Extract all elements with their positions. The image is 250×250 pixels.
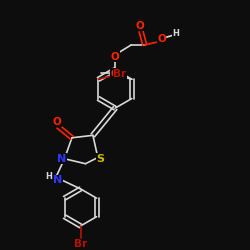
Text: N: N — [58, 154, 67, 164]
Text: O: O — [111, 52, 120, 62]
Text: H: H — [172, 29, 179, 38]
Text: Br: Br — [74, 240, 87, 250]
Text: O: O — [157, 34, 166, 44]
Text: S: S — [96, 154, 104, 164]
Text: O: O — [53, 117, 62, 127]
Text: O: O — [136, 21, 144, 31]
Text: O: O — [111, 68, 120, 78]
Text: N: N — [53, 175, 62, 185]
Text: Br: Br — [113, 69, 126, 79]
Text: H: H — [46, 172, 52, 180]
